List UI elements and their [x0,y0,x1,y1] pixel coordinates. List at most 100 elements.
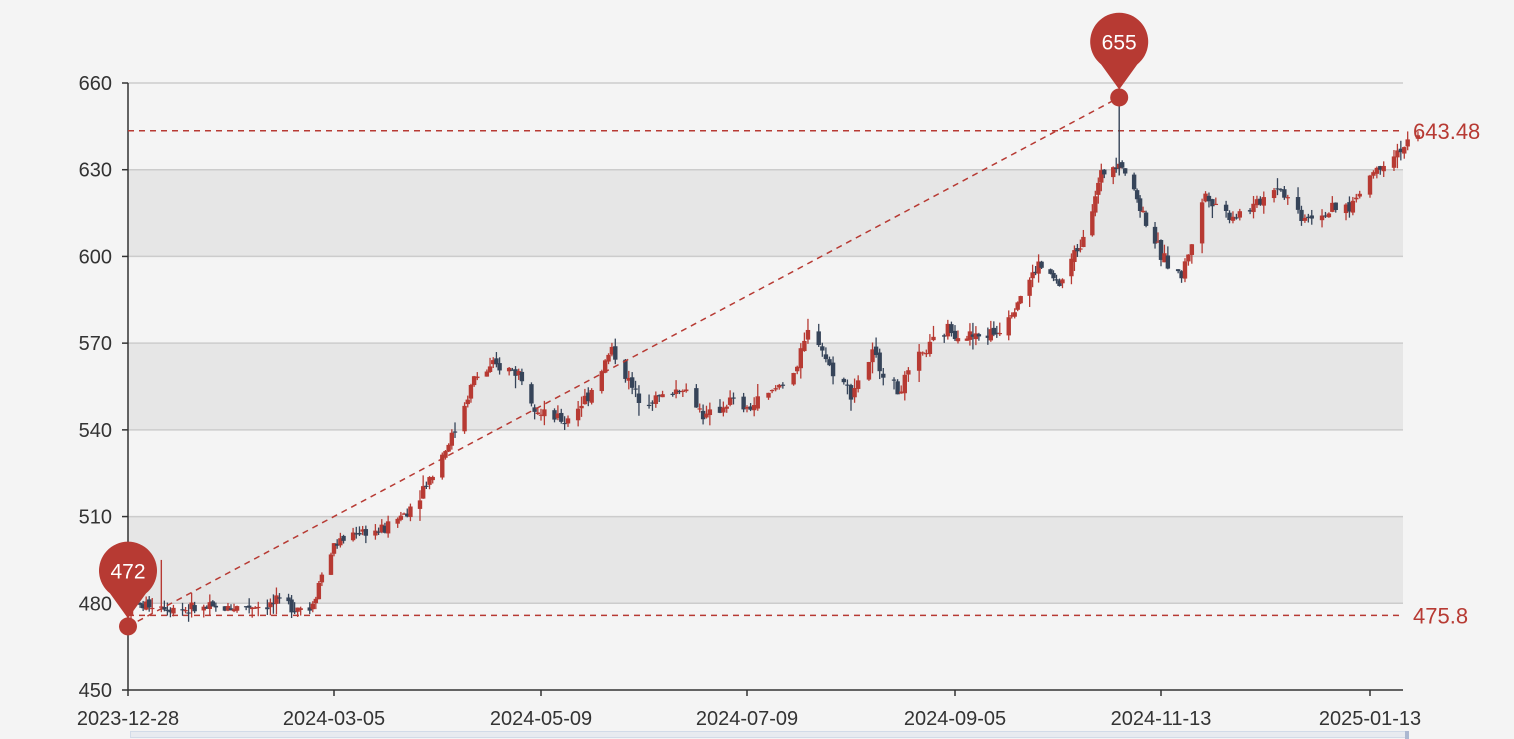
candle-body [1057,280,1062,286]
candle-body [246,605,252,608]
candle-body [650,402,655,404]
x-tick-label: 2024-07-09 [696,708,798,730]
grid-band [128,169,1403,257]
candle-body [535,412,541,415]
candle-body [1137,198,1143,211]
candle-body [207,602,212,609]
candle-body [599,371,604,392]
candle-body [609,346,615,355]
candle-body [1158,239,1164,260]
candle-body [805,329,811,340]
candle-body [1354,197,1359,200]
candle-body [1323,215,1328,217]
candle-body [973,333,979,340]
candle-body [298,608,303,610]
candle-body [717,406,723,413]
candle-body [565,418,571,424]
zoom-slider-handle[interactable] [1405,731,1409,739]
candle-body [636,393,642,403]
min-marker-dot [119,617,137,636]
candle-body [623,359,628,379]
candle-body [1012,312,1017,317]
y-tick-label: 660 [79,73,112,95]
candle-body [991,327,997,335]
candle-body [744,406,750,409]
candle-body [1309,215,1314,219]
candle-body [1343,204,1349,214]
candle-body [629,377,635,388]
candle-body [286,597,291,602]
candle-body [475,376,480,379]
candle-body [462,405,467,432]
candle-body [916,351,922,371]
candle-body [1285,197,1290,199]
candle-body [385,521,391,534]
candle-body [1299,209,1304,221]
candle-body [331,543,337,554]
candle-body [491,360,496,365]
candle-body [452,431,458,433]
max-marker-pin [1090,12,1149,90]
candle-body [891,379,897,381]
candle-body [360,529,365,532]
candle-body [1093,196,1098,213]
candle-body [766,392,771,398]
candle-body [382,525,388,533]
candle-body [952,330,958,340]
candle-body [140,604,146,609]
candle-body [924,353,929,355]
candle-body [562,422,567,425]
extreme-markers: 472 655 [99,12,1149,636]
candle-body [1078,248,1083,250]
candle-body [513,369,518,376]
candle-body [1415,135,1421,139]
candle-body [602,360,608,373]
min-marker-label: 472 [110,560,145,583]
min-marker-pin [99,541,157,619]
candle-body [816,331,821,346]
candle-body [970,334,976,337]
max-marker-dot [1110,88,1129,107]
candle-body [316,582,322,600]
candle-body [680,390,686,392]
candle-body [268,602,273,608]
candle-body [873,346,879,355]
candle-body [506,367,512,372]
y-tick-label: 450 [79,680,112,702]
candle-body [1282,189,1287,198]
candle-body [697,408,702,410]
candle-body [1395,150,1400,158]
candle-body [899,391,904,394]
candle-body [582,395,588,405]
candle-body [465,399,470,405]
candle-body [1165,255,1171,269]
candle-body [341,535,346,541]
candle-body [510,369,515,371]
candle-body [555,413,561,419]
candle-body [204,606,209,609]
candle-body [487,366,493,372]
candle-body [408,506,413,518]
candle-body [955,338,961,342]
candle-body [985,335,991,338]
candle-body [162,607,167,610]
candle-body [866,361,872,380]
candle-body [183,610,188,612]
zoom-slider[interactable] [130,731,1409,739]
x-axis: 2023-12-28 2024-03-05 2024-05-09 2024-07-09… [77,689,1421,730]
candle-body [1102,169,1107,175]
candle-body [295,607,300,612]
candle-body [376,531,381,533]
candle-body [1347,202,1352,212]
candle-body [417,500,423,509]
candle-body [1075,248,1080,252]
candle-body [1099,170,1104,183]
candle-body [222,606,228,611]
candle-body [731,397,736,399]
candle-body [1122,168,1128,174]
candle-body [1140,210,1146,213]
candle-body [791,372,796,385]
candle-body [613,346,618,360]
candle-body [589,389,594,403]
